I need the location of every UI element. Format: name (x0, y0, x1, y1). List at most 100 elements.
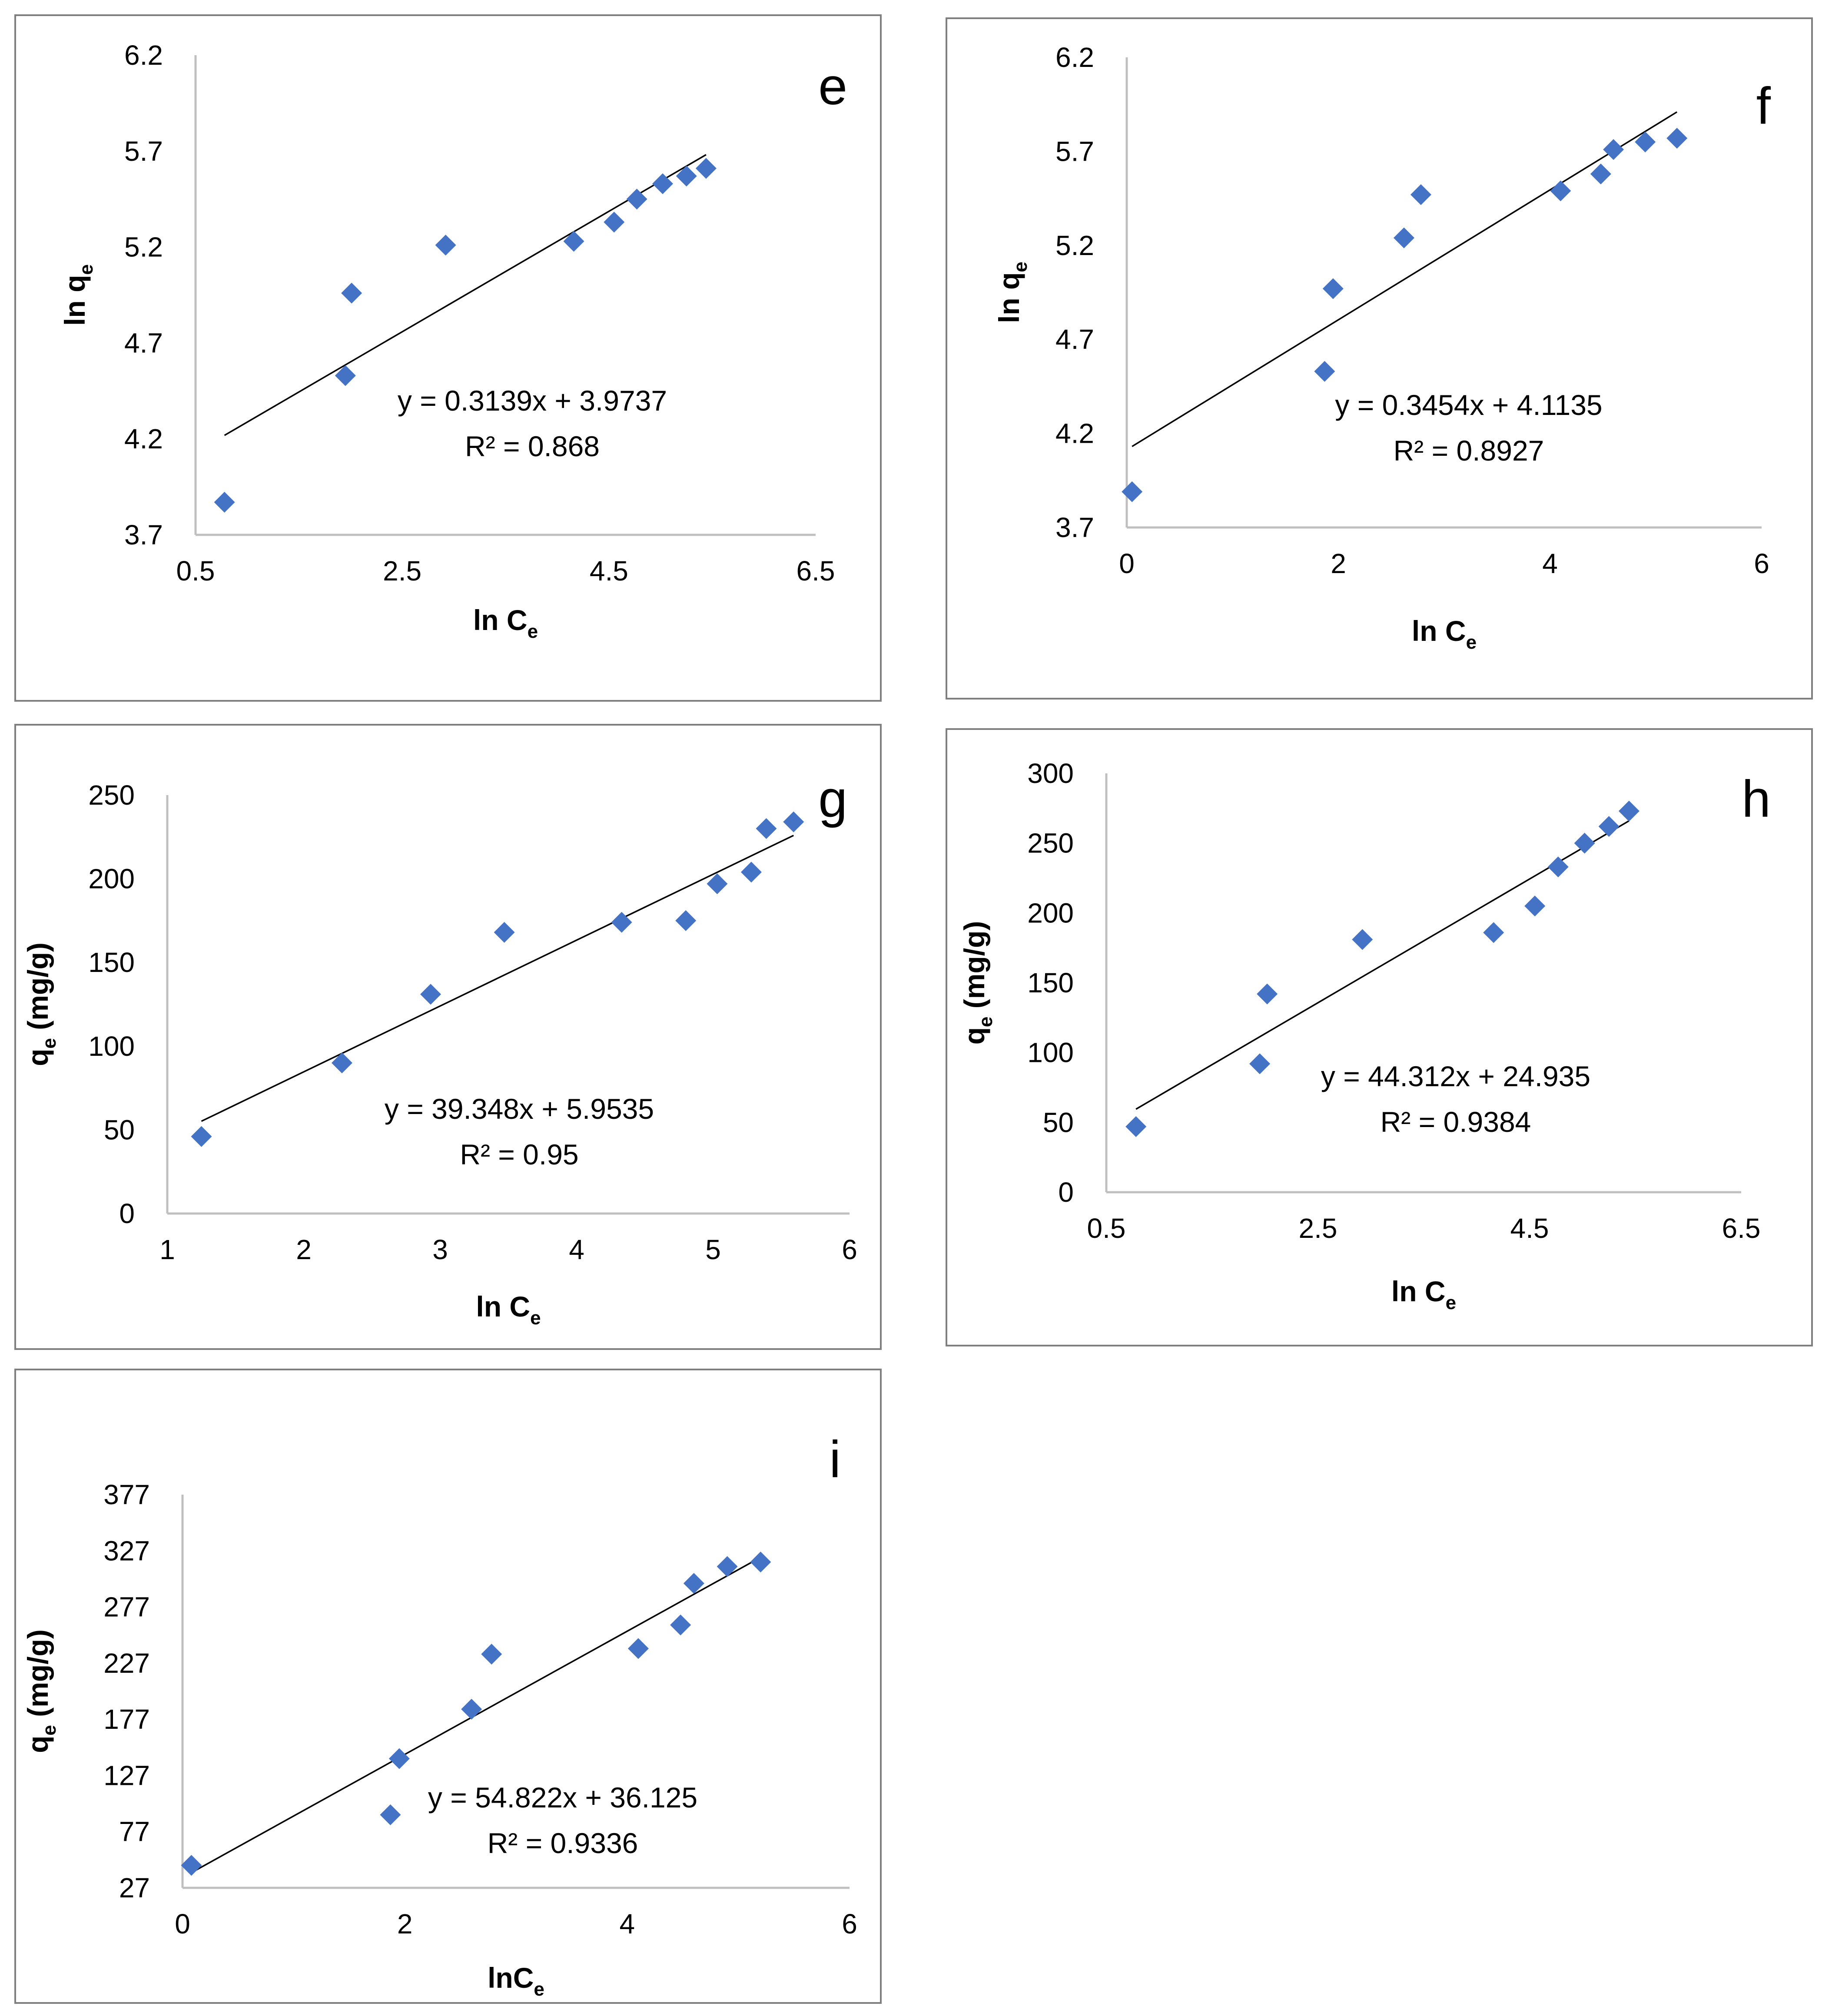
data-point (783, 811, 804, 832)
chart-panel-f: 3.7 4.2 4.7 5.2 5.7 6.2 0 2 4 6 ln Ce ln qe y = 0.34… (946, 17, 1813, 700)
y-tick-label: 327 (103, 1535, 150, 1566)
x-tick-label: 4.5 (590, 555, 628, 587)
data-point (626, 189, 647, 210)
panel-letter: g (818, 770, 847, 828)
data-point (740, 862, 762, 883)
x-tick-label: 2 (397, 1908, 413, 1940)
y-tick-label: 4.2 (1055, 418, 1094, 449)
x-tick-label: 4 (1542, 548, 1558, 579)
y-axis-title: ln qe (993, 262, 1031, 323)
x-tick-label: 6 (842, 1908, 857, 1940)
data-point (481, 1644, 502, 1665)
y-tick-label: 3.7 (1055, 512, 1094, 543)
data-point (1352, 929, 1373, 950)
data-point (335, 365, 356, 386)
x-axis-title: ln Ce (1391, 1275, 1456, 1313)
data-point (331, 1052, 352, 1074)
y-tick-label: 5.7 (124, 136, 163, 167)
chart-panels: 3.7 4.2 4.7 5.2 5.7 6.2 0.5 2.5 4.5 6.5 ln Ce ln qe… (14, 14, 1813, 2004)
x-tick-label: 6.5 (797, 555, 835, 587)
x-tick-label: 6 (1754, 548, 1769, 579)
data-point (1598, 816, 1620, 837)
x-tick-label: 2 (1331, 548, 1346, 579)
data-point (670, 1614, 691, 1635)
data-point (1257, 983, 1278, 1005)
x-tick-label: 4 (620, 1908, 635, 1940)
data-point (563, 231, 584, 252)
panel-frame (14, 724, 882, 1350)
data-point (1603, 139, 1624, 160)
data-point (1666, 128, 1688, 149)
data-point (1574, 832, 1595, 854)
data-point (627, 1638, 649, 1659)
trendline (201, 835, 794, 1122)
chart-panel-i: 27 77 127 177 227 277 327 377 0 2 4 6 lnCe qe (mg/g) y… (14, 1369, 882, 2004)
data-point (191, 1126, 212, 1147)
r-squared-label: R² = 0.9336 (488, 1827, 638, 1859)
y-tick-label: 77 (119, 1816, 150, 1847)
data-point (1547, 856, 1569, 878)
y-tick-label: 5.7 (1055, 136, 1094, 167)
chart-panel-g: 0 50 100 150 200 250 1 2 3 4 5 6 ln Ce qe (mg/g) y = 3… (14, 724, 882, 1350)
y-tick-label: 4.7 (1055, 324, 1094, 355)
data-point (695, 158, 717, 179)
trendline-equation: y = 44.312x + 24.935 (1321, 1060, 1590, 1092)
y-tick-label: 250 (88, 779, 135, 811)
data-point (717, 1556, 738, 1577)
trendline-equation: y = 0.3454x + 4.1135 (1335, 389, 1602, 421)
data-point (1550, 180, 1571, 202)
r-squared-label: R² = 0.868 (465, 430, 600, 462)
x-tick-label: 4 (569, 1234, 584, 1265)
y-tick-label: 100 (1027, 1037, 1074, 1068)
x-tick-label: 2 (296, 1234, 312, 1265)
chart-panel-h: 0 50 100 150 200 250 300 0.5 2.5 4.5 6.5 ln Ce qe (m… (946, 728, 1813, 1346)
trendline-equation: y = 39.348x + 5.9535 (385, 1093, 654, 1125)
panel-frame (946, 728, 1813, 1346)
x-tick-label: 0.5 (176, 555, 215, 587)
data-point (1393, 227, 1414, 249)
x-tick-label: 0.5 (1087, 1213, 1126, 1244)
y-tick-label: 0 (119, 1198, 135, 1229)
y-tick-label: 0 (1058, 1177, 1074, 1208)
data-point (1483, 922, 1504, 943)
data-point (494, 922, 515, 943)
data-point (1635, 131, 1656, 153)
y-tick-label: 200 (1027, 897, 1074, 928)
chart-panel-e: 3.7 4.2 4.7 5.2 5.7 6.2 0.5 2.5 4.5 6.5 ln Ce ln qe… (14, 14, 882, 702)
data-point (756, 818, 777, 839)
data-point (1314, 361, 1335, 382)
y-tick-label: 150 (1027, 967, 1074, 998)
y-tick-label: 127 (103, 1760, 150, 1791)
y-axis-title: ln qe (59, 264, 97, 326)
x-tick-label: 6 (842, 1234, 857, 1265)
y-tick-label: 377 (103, 1479, 150, 1510)
y-tick-label: 277 (103, 1592, 150, 1623)
y-tick-label: 6.2 (124, 40, 163, 71)
data-point (1125, 1116, 1147, 1137)
data-point (380, 1804, 401, 1825)
x-axis-title: lnCe (488, 1962, 544, 2000)
y-axis-title: qe (mg/g) (22, 942, 60, 1066)
y-tick-label: 100 (88, 1031, 135, 1062)
data-point (707, 873, 728, 895)
x-axis-title: ln Ce (476, 1290, 541, 1329)
x-axis-title: ln Ce (473, 604, 538, 642)
x-tick-label: 1 (159, 1234, 175, 1265)
panel-letter: h (1742, 770, 1771, 828)
data-point (214, 491, 235, 513)
data-point (341, 282, 362, 304)
r-squared-label: R² = 0.8927 (1394, 434, 1544, 467)
x-tick-label: 0 (1119, 548, 1135, 579)
y-tick-label: 227 (103, 1648, 150, 1679)
panel-frame (14, 1369, 882, 2004)
y-tick-label: 5.2 (124, 232, 163, 263)
x-tick-label: 3 (432, 1234, 448, 1265)
x-tick-label: 2.5 (1299, 1213, 1337, 1244)
data-point (461, 1698, 482, 1720)
y-tick-label: 4.7 (124, 327, 163, 358)
panel-frame (946, 17, 1813, 700)
data-point (1249, 1053, 1271, 1074)
panel-letter: i (829, 1430, 841, 1489)
x-tick-label: 5 (705, 1234, 721, 1265)
data-point (1410, 184, 1431, 205)
